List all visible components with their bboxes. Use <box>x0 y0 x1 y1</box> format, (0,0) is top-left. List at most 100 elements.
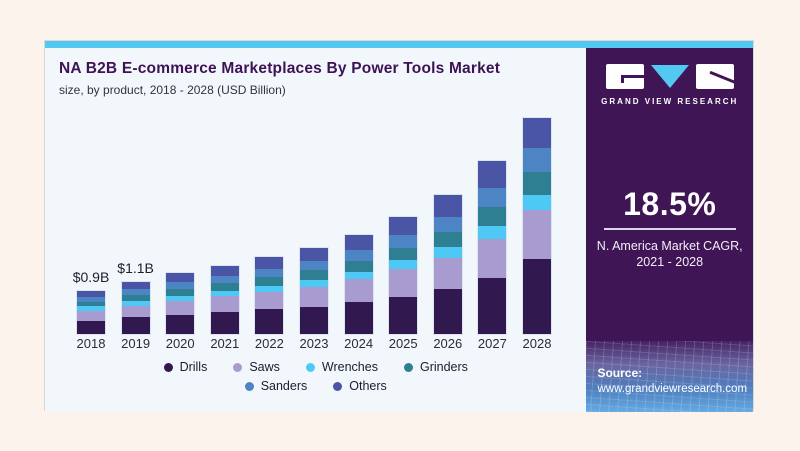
chart-title: NA B2B E-commerce Marketplaces By Power … <box>59 60 501 77</box>
value-label-2018: $0.9B <box>72 269 110 286</box>
bar-2028[interactable] <box>523 118 551 334</box>
bar-segment-grinders-2018[interactable] <box>77 301 105 307</box>
bar-segment-saws-2028[interactable] <box>523 210 551 260</box>
bar-segment-wrenches-2022[interactable] <box>255 285 284 292</box>
legend-item-others[interactable]: Others <box>333 379 387 393</box>
bar-segment-saws-2022[interactable] <box>255 291 284 310</box>
legend-label-others: Others <box>349 379 387 393</box>
bar-segment-saws-2024[interactable] <box>344 279 373 303</box>
bar-segment-grinders-2023[interactable] <box>300 270 328 280</box>
bar-2023[interactable] <box>300 247 328 334</box>
bar-2018[interactable] <box>77 291 105 334</box>
bar-segment-drills-2019[interactable] <box>121 317 150 334</box>
bar-segment-sanders-2025[interactable] <box>389 234 418 248</box>
chart-subtitle: size, by product, 2018 - 2028 (USD Billi… <box>59 83 286 97</box>
legend-item-wrenches[interactable]: Wrenches <box>305 360 378 374</box>
bar-segment-saws-2018[interactable] <box>77 310 105 321</box>
legend-item-sanders[interactable]: Sanders <box>244 379 307 393</box>
legend-row-1: Drills Saws Wrenches Grinders <box>45 360 586 374</box>
legend-dot-others <box>333 381 343 391</box>
bar-segment-others-2023[interactable] <box>300 247 328 261</box>
bar-2025[interactable] <box>389 216 418 334</box>
bar-2026[interactable] <box>433 194 462 334</box>
bar-segment-grinders-2019[interactable] <box>121 295 150 301</box>
bar-segment-grinders-2025[interactable] <box>389 247 418 261</box>
bar-segment-sanders-2026[interactable] <box>433 216 462 233</box>
legend-dot-wrenches <box>305 362 315 372</box>
bar-segment-others-2020[interactable] <box>166 273 195 283</box>
source-url[interactable]: www.grandviewresearch.com <box>597 383 748 395</box>
legend-dot-saws <box>233 362 243 372</box>
x-axis-label-2024: 2024 <box>344 336 374 351</box>
value-label-2019: $1.1B <box>117 259 154 276</box>
bar-segment-others-2022[interactable] <box>255 256 284 269</box>
bar-2019[interactable] <box>121 281 150 334</box>
bar-segment-saws-2021[interactable] <box>210 296 239 313</box>
bar-segment-sanders-2022[interactable] <box>255 268 284 278</box>
bar-segment-wrenches-2019[interactable] <box>121 300 150 306</box>
bar-2024[interactable] <box>344 234 373 334</box>
bar-segment-sanders-2020[interactable] <box>166 282 195 289</box>
bar-segment-sanders-2028[interactable] <box>523 148 551 173</box>
bar-segment-drills-2024[interactable] <box>344 302 373 334</box>
bar-segment-wrenches-2025[interactable] <box>389 260 418 270</box>
legend-item-saws[interactable]: Saws <box>233 360 280 374</box>
bar-segment-grinders-2021[interactable] <box>210 283 239 291</box>
bar-segment-others-2028[interactable] <box>523 118 551 149</box>
bar-segment-wrenches-2021[interactable] <box>210 290 239 297</box>
bar-segment-others-2025[interactable] <box>389 216 418 235</box>
legend-dot-sanders <box>244 381 254 391</box>
bar-segment-drills-2025[interactable] <box>389 296 418 334</box>
legend-item-drills[interactable]: Drills <box>163 360 207 374</box>
logo-v-icon <box>650 65 689 88</box>
bar-segment-grinders-2024[interactable] <box>344 260 373 272</box>
bar-segment-sanders-2021[interactable] <box>210 275 239 284</box>
bar-2022[interactable] <box>255 256 284 334</box>
bar-segment-others-2027[interactable] <box>478 161 507 188</box>
bar-segment-grinders-2026[interactable] <box>433 232 462 248</box>
bar-segment-grinders-2022[interactable] <box>255 277 284 286</box>
bar-segment-sanders-2018[interactable] <box>77 296 105 302</box>
bar-segment-drills-2020[interactable] <box>166 314 195 334</box>
brand-name: GRAND VIEW RESEARCH <box>601 97 739 106</box>
bar-segment-saws-2027[interactable] <box>478 238 507 279</box>
bar-segment-drills-2018[interactable] <box>77 320 105 334</box>
bar-segment-others-2019[interactable] <box>121 281 150 290</box>
bar-segment-sanders-2024[interactable] <box>344 250 373 261</box>
bar-segment-others-2026[interactable] <box>433 194 462 217</box>
bar-segment-saws-2023[interactable] <box>300 286 328 307</box>
bar-segment-wrenches-2027[interactable] <box>478 225 507 239</box>
bar-segment-grinders-2028[interactable] <box>523 172 551 195</box>
bar-segment-drills-2021[interactable] <box>210 312 239 334</box>
bar-segment-wrenches-2024[interactable] <box>344 271 373 280</box>
bar-segment-drills-2028[interactable] <box>523 259 551 334</box>
bar-segment-wrenches-2028[interactable] <box>523 194 551 211</box>
bar-segment-grinders-2027[interactable] <box>478 206 507 226</box>
bar-2021[interactable] <box>210 265 239 334</box>
bar-segment-wrenches-2018[interactable] <box>77 306 105 311</box>
bar-segment-wrenches-2026[interactable] <box>433 247 462 258</box>
bar-segment-drills-2026[interactable] <box>433 289 462 334</box>
bar-segment-saws-2020[interactable] <box>166 300 195 315</box>
bar-segment-grinders-2020[interactable] <box>166 288 195 296</box>
bar-2020[interactable] <box>166 273 195 334</box>
bar-segment-sanders-2023[interactable] <box>300 260 328 271</box>
bar-segment-sanders-2027[interactable] <box>478 187 507 207</box>
x-axis-label-2020: 2020 <box>165 336 195 351</box>
bar-segment-drills-2023[interactable] <box>300 306 328 334</box>
bar-2027[interactable] <box>478 161 507 334</box>
bar-segment-drills-2022[interactable] <box>255 309 284 334</box>
x-axis-label-2026: 2026 <box>433 336 463 351</box>
bar-segment-wrenches-2023[interactable] <box>300 279 328 287</box>
bar-segment-saws-2025[interactable] <box>389 269 418 297</box>
bar-segment-sanders-2019[interactable] <box>121 289 150 296</box>
bar-segment-others-2024[interactable] <box>344 234 373 251</box>
bar-segment-saws-2019[interactable] <box>121 305 150 318</box>
infographic-card: NA B2B E-commerce Marketplaces By Power … <box>44 40 754 412</box>
bar-segment-wrenches-2020[interactable] <box>166 295 195 301</box>
bar-segment-drills-2027[interactable] <box>478 278 507 334</box>
bar-segment-others-2018[interactable] <box>77 291 105 297</box>
bar-segment-others-2021[interactable] <box>210 265 239 276</box>
legend-item-grinders[interactable]: Grinders <box>403 360 468 374</box>
bar-segment-saws-2026[interactable] <box>433 257 462 290</box>
